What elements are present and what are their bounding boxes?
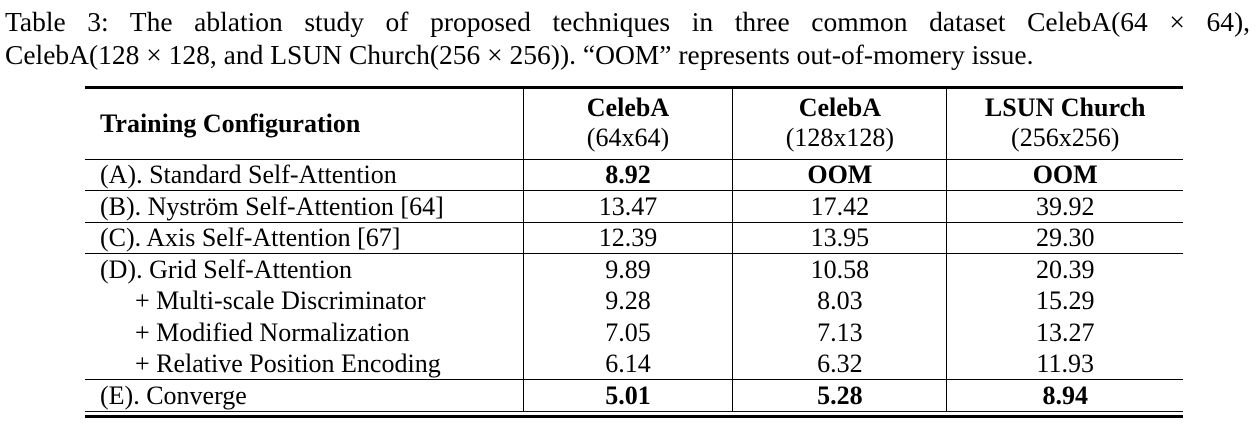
value-cell: 9.89 [523,253,734,286]
ablation-table-frame: Training Configuration CelebA (64x64) Ce… [85,86,1183,419]
header-training-configuration: Training Configuration [85,89,524,160]
value-cell: 8.92 [523,159,734,191]
value-cell: 5.28 [732,379,948,412]
value-cell: 8.03 [732,285,948,317]
table-row: (C). Axis Self-Attention [67] 12.39 13.9… [85,221,1183,254]
dataset-resolution: (256x256) [1011,122,1120,152]
header-lsun-church-256: LSUN Church (256x256) [946,89,1183,160]
caption-line-1: Table 3: The ablation study of proposed … [5,6,1250,37]
dataset-resolution: (128x128) [785,122,895,152]
value-cell: 20.39 [946,253,1183,286]
config-label: (A). Standard Self-Attention [85,159,524,191]
value-cell: 9.28 [523,285,734,317]
value-cell: 6.32 [732,348,948,380]
value-cell: 6.14 [523,348,734,380]
table-row: (B). Nyström Self-Attention [64] 13.47 1… [85,190,1183,223]
value-cell: 13.47 [523,190,734,223]
value-cell: 12.39 [523,221,734,254]
config-label: + Multi-scale Discriminator [85,285,524,317]
dataset-name: CelebA [798,93,882,122]
value-cell: 11.93 [1036,348,1094,378]
value-cell: OOM [732,159,948,191]
caption-line-2: CelebA(128 × 128, and LSUN Church(256 × … [5,39,1034,70]
ablation-table: Training Configuration CelebA (64x64) Ce… [85,89,1183,412]
header-celeba-128: CelebA (128x128) [732,89,948,160]
table-row: + Relative Position Encoding 6.14 6.32 1… [85,348,1183,380]
value-cell: 8.94 [946,379,1183,412]
config-label: + Modified Normalization [85,316,524,349]
value-cell: 29.30 [946,221,1183,254]
header-celeba-64: CelebA (64x64) [523,89,734,160]
dataset-resolution: (64x64) [586,122,670,152]
config-label: (D). Grid Self-Attention [85,253,524,286]
value-cell: 39.92 [946,190,1183,223]
table-row: (D). Grid Self-Attention 9.89 10.58 20.3… [85,253,1183,286]
value-cell: OOM [1032,160,1098,190]
dataset-name: LSUN Church [984,93,1146,122]
value-cell: 7.05 [523,316,734,349]
table-row: + Multi-scale Discriminator 9.28 8.03 15… [85,285,1183,317]
table-row: (E). Converge 5.01 5.28 8.94 [85,379,1183,412]
value-cell: 13.27 [1035,317,1095,347]
config-label: (E). Converge [85,379,524,412]
table-row: (A). Standard Self-Attention 8.92 OOM OO… [85,159,1183,191]
value-cell: 7.13 [732,316,948,349]
value-cell: 13.95 [732,221,948,254]
value-cell: 10.58 [732,253,948,286]
value-cell: 17.42 [732,190,948,223]
dataset-name: CelebA [586,93,670,122]
config-label: (B). Nyström Self-Attention [64] [85,190,524,223]
config-label: (C). Axis Self-Attention [67] [85,221,524,254]
config-label: + Relative Position Encoding [85,348,524,380]
value-cell: 15.29 [1035,286,1095,316]
header-row: Training Configuration CelebA (64x64) Ce… [85,89,1183,160]
value-cell: 5.01 [523,379,734,412]
table-row: + Modified Normalization 7.05 7.13 13.27 [85,316,1183,349]
table-caption: Table 3: The ablation study of proposed … [0,0,1256,71]
